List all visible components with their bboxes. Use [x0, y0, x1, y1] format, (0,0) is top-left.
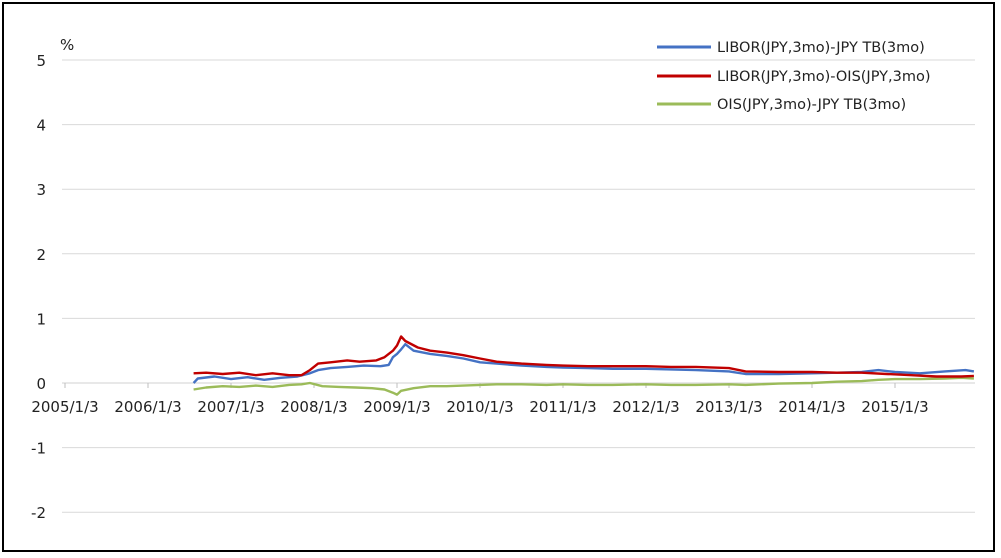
- legend-label-3: OIS(JPY,3mo)-JPY TB(3mo): [717, 97, 906, 113]
- x-tick-label: 2015/1/3: [861, 398, 928, 416]
- x-tick-label: 2012/1/3: [612, 398, 679, 416]
- x-tick-label: 2013/1/3: [695, 398, 762, 416]
- legend-label-1: LIBOR(JPY,3mo)-JPY TB(3mo): [717, 40, 925, 56]
- series-line-1: [192, 343, 975, 384]
- x-tick-label: 2008/1/3: [280, 398, 347, 416]
- series-line-2: [193, 335, 974, 378]
- series-lines: [192, 335, 975, 396]
- y-tick-label: -2: [31, 504, 46, 522]
- y-tick-label: 2: [36, 246, 46, 264]
- y-tick-label: 4: [36, 117, 46, 135]
- legend-label-2: LIBOR(JPY,3mo)-OIS(JPY,3mo): [717, 69, 930, 85]
- x-axis-ticks: 2005/1/3 2006/1/3 2007/1/3 2008/1/3 2009/1/3…: [31, 383, 929, 416]
- y-tick-label: -1: [31, 440, 46, 458]
- y-tick-label: 5: [36, 52, 46, 70]
- gridlines: [62, 59, 975, 513]
- y-unit-label: %: [60, 36, 74, 54]
- legend: LIBOR(JPY,3mo)-JPY TB(3mo) LIBOR(JPY,3mo)…: [657, 40, 930, 113]
- x-tick-label: 2006/1/3: [114, 398, 181, 416]
- x-tick-label: 2007/1/3: [197, 398, 264, 416]
- x-tick-label: 2010/1/3: [446, 398, 513, 416]
- series-line-3: [193, 376, 974, 396]
- x-tick-label: 2005/1/3: [31, 398, 98, 416]
- x-tick-label: 2009/1/3: [363, 398, 430, 416]
- x-tick-label: 2014/1/3: [778, 398, 845, 416]
- y-tick-label: 3: [36, 181, 46, 199]
- chart-frame: [2, 2, 995, 552]
- x-tick-label: 2011/1/3: [529, 398, 596, 416]
- y-tick-label: 1: [36, 310, 46, 328]
- y-tick-label: 0: [36, 375, 46, 393]
- y-axis-ticks: 5 4 3 2 1 0 -1 -2: [31, 52, 46, 522]
